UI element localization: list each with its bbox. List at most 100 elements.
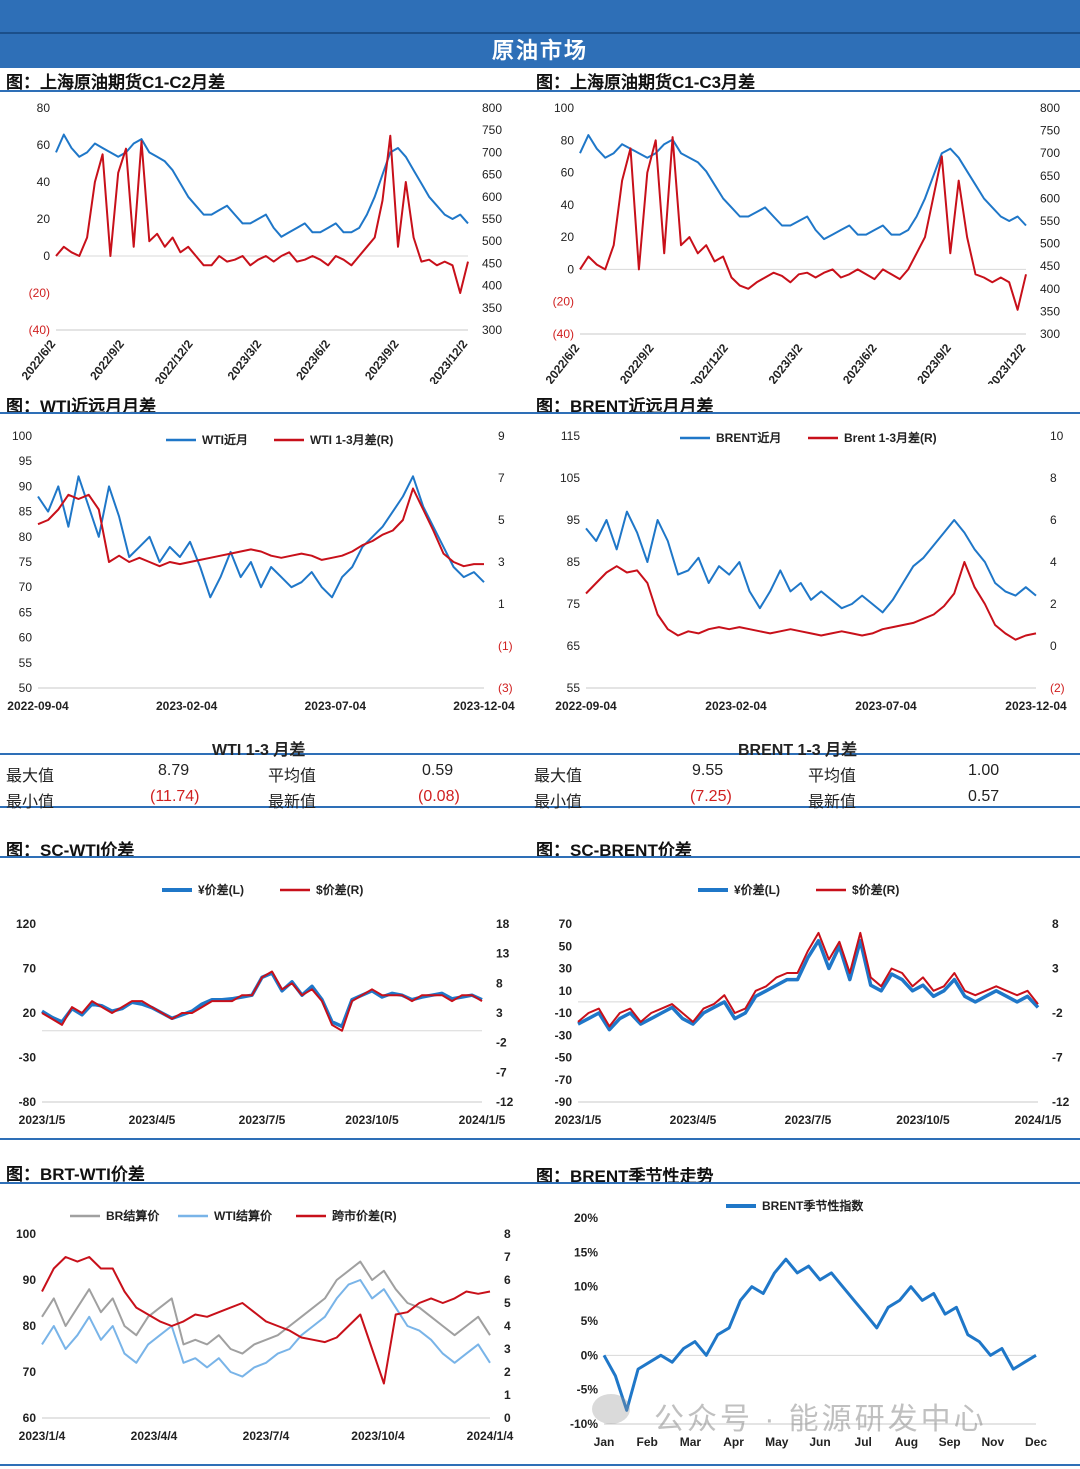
x-tick: Dec: [1025, 1435, 1047, 1449]
y-tick-left: 80: [561, 133, 575, 147]
y-tick-left: 20: [37, 212, 51, 226]
y-tick-left: 0: [567, 262, 574, 276]
y-tick-right: 450: [482, 256, 502, 270]
series-line-1: [602, 1257, 1037, 1412]
y-tick-right: 8: [1052, 917, 1059, 931]
stat-value: 9.55: [692, 762, 724, 779]
series-line-1: [579, 134, 1027, 241]
y-tick-left: 20%: [574, 1211, 598, 1225]
y-tick-right: 10: [1050, 429, 1064, 443]
y-tick-left: 65: [19, 605, 33, 619]
y-tick-left: 0: [43, 249, 50, 263]
legend-label: 跨市价差(R): [332, 1208, 397, 1223]
x-tick: May: [765, 1435, 789, 1449]
y-tick-left: -90: [555, 1095, 573, 1109]
legend-label: $价差(R): [316, 882, 363, 897]
y-tick-left: 105: [560, 471, 580, 485]
stat-value: 1.00: [968, 762, 1000, 779]
series-line-1: [41, 1260, 491, 1355]
x-tick: 2023/3/2: [766, 341, 806, 384]
y-tick-left: 40: [37, 175, 51, 189]
stat-value: 0.59: [422, 762, 454, 779]
y-tick-right: -12: [496, 1095, 514, 1109]
chart-season: 20% 15% 10% 5% 0% -5% -10% Jan Feb Mar Apr May Jun Ju…: [570, 1198, 1047, 1449]
x-tick: 2024/1/5: [459, 1113, 506, 1127]
legend-label: Brent 1-3月差(R): [844, 430, 937, 445]
divider: [0, 412, 1080, 414]
y-tick-right: 8: [496, 976, 503, 990]
series-line-1: [577, 938, 1040, 1032]
divider: [0, 1182, 1080, 1184]
x-tick: 2022/12/2: [687, 341, 731, 384]
y-tick-right: 0: [504, 1411, 511, 1425]
y-tick-right: (1): [498, 639, 513, 653]
chart-title-brent: 图：BRENT近远月月差: [536, 397, 714, 416]
x-tick: 2023/6/2: [840, 341, 880, 384]
y-tick-left: 55: [19, 656, 33, 670]
y-tick-right: 5: [498, 513, 505, 527]
y-tick-right: -12: [1052, 1095, 1070, 1109]
stat-label: 平均值: [268, 768, 317, 785]
chart-c1c2: 80 60 40 20 0 (20) (40) 800 750 700 650 600 550 500 45…: [19, 101, 503, 384]
series-line-2: [55, 134, 469, 294]
x-tick: 2022/12/2: [152, 337, 196, 384]
y-tick-right: 350: [482, 301, 502, 315]
y-tick-left: -70: [555, 1073, 573, 1087]
y-tick-right: 800: [482, 101, 502, 115]
stat-label: 最大值: [6, 768, 55, 785]
y-tick-right: 600: [1040, 191, 1060, 205]
x-tick: 2023/3/2: [225, 337, 265, 383]
x-tick: 2024/1/4: [467, 1429, 514, 1443]
x-tick: 2023/12/2: [426, 337, 470, 384]
chart-brent: 115 105 95 85 75 65 55 10 8 6 4 2 0 (2) 2022-09-04 2023…: [555, 429, 1067, 713]
chart-scwti: 120 70 20 -30 -80 18 13 8 3 -2 -7 -12 2023/1/5 2023/4…: [16, 882, 514, 1127]
y-tick-left: 5%: [581, 1314, 599, 1328]
y-tick-left: -30: [555, 1028, 573, 1042]
series-line-2: [41, 970, 483, 1032]
y-tick-left: 10: [559, 984, 573, 998]
y-tick-left: 50: [19, 681, 33, 695]
y-tick-left: 95: [19, 454, 33, 468]
chart-title-scbrent: 图：SC-BRENT价差: [536, 841, 692, 860]
x-tick: 2023/1/5: [555, 1113, 602, 1127]
y-tick-right: 5: [504, 1296, 511, 1310]
y-tick-right: 1: [498, 597, 505, 611]
y-tick-right: 13: [496, 947, 510, 961]
y-tick-left: (40): [553, 327, 574, 341]
y-tick-left: -30: [19, 1051, 37, 1065]
y-tick-left: -5%: [577, 1383, 599, 1397]
y-tick-right: (2): [1050, 681, 1065, 695]
stats-header-brent: BRENT 1-3 月差: [738, 742, 858, 759]
x-tick: 2023/4/4: [131, 1429, 178, 1443]
y-tick-left: (20): [553, 295, 574, 309]
y-tick-left: 65: [567, 639, 581, 653]
stats-table: WTI 1-3 月差 BRENT 1-3 月差 最大值 8.79 平均值 0.5…: [0, 734, 1080, 811]
stat-label: 平均值: [808, 768, 857, 785]
y-tick-left: (20): [29, 286, 50, 300]
stats-header-wti: WTI 1-3 月差: [212, 742, 306, 759]
y-tick-left: -10: [555, 1006, 573, 1020]
y-tick-left: 100: [554, 101, 574, 115]
x-tick: 2023/7/5: [239, 1113, 286, 1127]
y-tick-right: 550: [1040, 214, 1060, 228]
y-tick-left: 100: [16, 1227, 36, 1241]
y-tick-right: 800: [1040, 101, 1060, 115]
series-line-3: [41, 1256, 491, 1385]
y-tick-right: 600: [482, 190, 502, 204]
legend-label: BRENT近月: [716, 430, 781, 445]
y-tick-left: 70: [23, 1365, 37, 1379]
y-tick-left: 60: [37, 138, 51, 152]
x-tick: 2023-02-04: [156, 699, 218, 713]
x-tick: 2023/7/4: [243, 1429, 290, 1443]
chart-title-scwti: 图：SC-WTI价差: [6, 841, 135, 860]
divider: [0, 1138, 1080, 1140]
chart-wti: 1009590858075706560555097531(1)(3)2022-0…: [7, 429, 515, 713]
stat-label: 最新值: [268, 794, 317, 811]
y-tick-right: 750: [1040, 124, 1060, 138]
y-tick-left: 60: [23, 1411, 37, 1425]
y-tick-left: 100: [12, 429, 32, 443]
y-tick-right: -7: [1052, 1051, 1063, 1065]
x-tick: 2022-09-04: [7, 699, 69, 713]
y-tick-left: 115: [561, 429, 580, 443]
y-tick-right: 3: [498, 555, 505, 569]
